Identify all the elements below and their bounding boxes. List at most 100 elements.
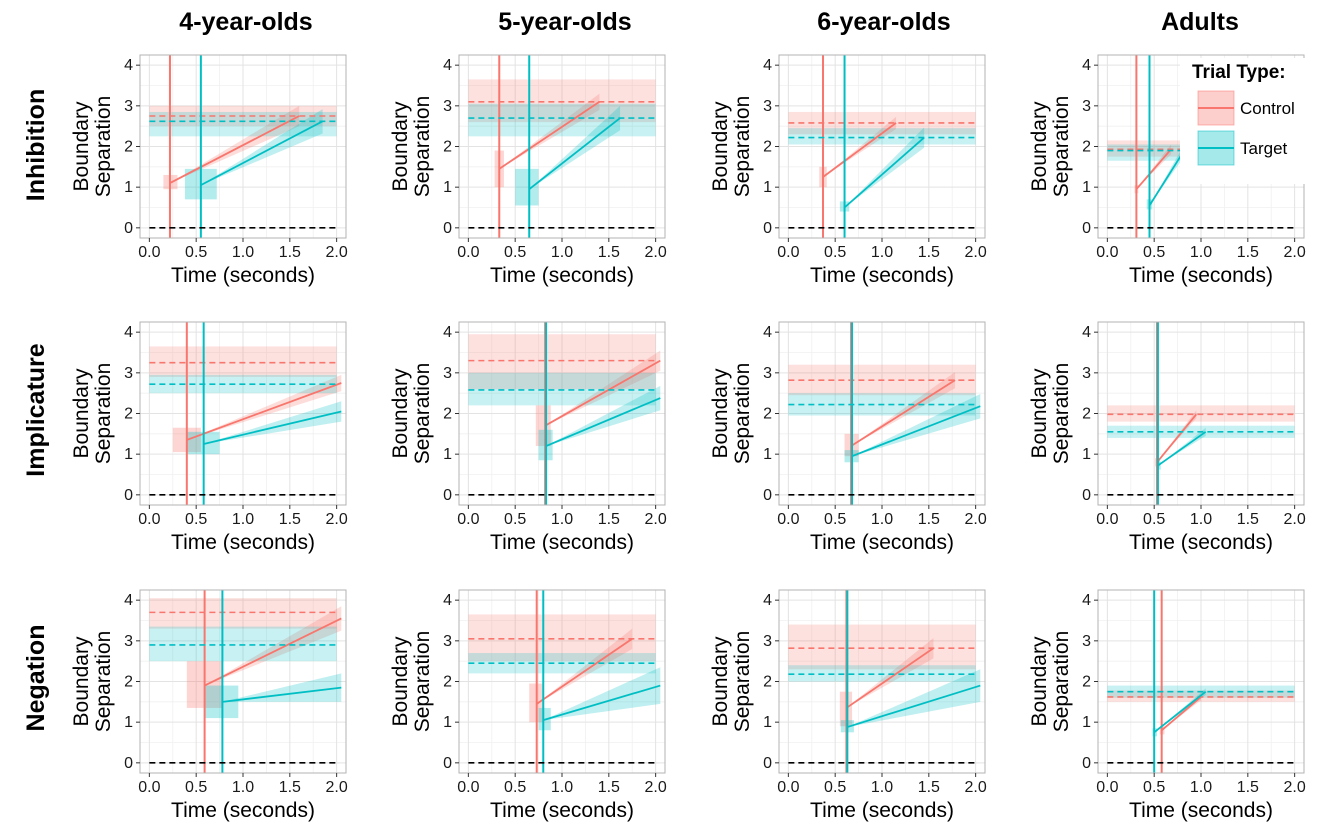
drift-line-control — [544, 359, 661, 427]
x-tick-label: 0.5 — [1143, 244, 1165, 261]
x-tick-label: 1.0 — [551, 244, 573, 261]
x-axis-title: Time (seconds) — [1129, 531, 1273, 554]
y-axis-title-line1: Boundary — [70, 368, 93, 458]
y-tick-label: 0 — [763, 220, 772, 237]
y-tick-label: 3 — [763, 98, 772, 115]
y-axis-title-line2: Separation — [731, 631, 754, 733]
x-tick-label: 2.0 — [326, 244, 348, 261]
x-tick-label: 0.0 — [1096, 779, 1118, 796]
drift-band-control — [536, 628, 633, 704]
drift-line-control — [1156, 413, 1198, 463]
drift-band-control — [846, 637, 934, 708]
row-title-implicature: Implicature — [22, 343, 50, 476]
y-tick-label: 1 — [124, 714, 133, 731]
drift-line-control — [850, 379, 956, 447]
x-tick-label: 0.0 — [457, 779, 479, 796]
x-tick-label: 0.5 — [824, 779, 846, 796]
y-tick-label: 1 — [124, 446, 133, 463]
panel-r1-c3: 0.0 0.5 1.0 1.5 2.0 0 1 2 3 4 Time (seconds) Bounda… — [1028, 321, 1306, 554]
panel-r1-c1: 0.0 0.5 1.0 1.5 2.0 0 1 2 3 4 Time (seconds) Bounda… — [389, 321, 667, 554]
y-tick-label: 3 — [763, 633, 772, 650]
y-axis-title-line2: Separation — [1050, 631, 1073, 733]
panel-r2-c1: 0.0 0.5 1.0 1.5 2.0 0 1 2 3 4 Time (seconds) Bounda… — [389, 589, 667, 822]
bound-band-control — [1107, 405, 1295, 422]
drift-line-target — [528, 117, 621, 190]
y-tick-label: 4 — [124, 592, 133, 609]
y-tick-label: 2 — [1082, 139, 1091, 156]
drift-line-control — [169, 115, 300, 184]
y-tick-label: 4 — [1082, 324, 1091, 341]
x-tick-label: 2.0 — [645, 511, 667, 528]
x-axis-title: Time (seconds) — [490, 264, 634, 287]
panel-r2-c2: 0.0 0.5 1.0 1.5 2.0 0 1 2 3 4 Time (seconds) Bounda… — [709, 589, 987, 822]
x-tick-label: 1.5 — [279, 511, 301, 528]
x-tick-label: 1.5 — [279, 244, 301, 261]
plot-area — [788, 322, 981, 505]
plot-area — [788, 55, 976, 238]
panel-r0-c1: 0.0 0.5 1.0 1.5 2.0 0 1 2 3 4 Time (seconds) Bounda… — [389, 54, 667, 287]
y-tick-label: 1 — [1082, 179, 1091, 196]
y-tick-label: 4 — [443, 592, 452, 609]
y-tick-label: 4 — [763, 324, 772, 341]
row-title-inhibition: Inhibition — [22, 89, 50, 201]
bound-band-target — [149, 626, 337, 662]
drift-line-control — [845, 647, 935, 709]
x-tick-label: 0.0 — [457, 244, 479, 261]
plot-area — [1107, 590, 1295, 773]
y-tick-label: 0 — [443, 487, 452, 504]
column-title-adults: Adults — [1161, 8, 1239, 36]
y-tick-label: 2 — [763, 139, 772, 156]
y-tick-label: 3 — [124, 365, 133, 382]
y-tick-label: 4 — [1082, 592, 1091, 609]
y-axis-title-line1: Boundary — [1028, 101, 1051, 191]
legend-title: Trial Type: — [1192, 62, 1286, 83]
drift-band-target — [200, 109, 323, 186]
y-axis-title-line1: Boundary — [389, 636, 412, 726]
y-tick-label: 1 — [443, 714, 452, 731]
legend: Trial Type: Control Target — [1180, 58, 1325, 184]
drift-line-target — [1148, 150, 1185, 206]
x-axis-title: Time (seconds) — [810, 531, 954, 554]
y-tick-label: 1 — [1082, 446, 1091, 463]
drift-band-target — [203, 401, 342, 444]
drift-line-control — [1135, 148, 1172, 190]
y-tick-label: 3 — [1082, 633, 1091, 650]
plot-area — [788, 590, 981, 773]
y-axis-title-line1: Boundary — [70, 101, 93, 191]
bound-band-target — [788, 665, 976, 682]
x-tick-label: 0.5 — [185, 779, 207, 796]
y-axis-title-line1: Boundary — [389, 101, 412, 191]
drift-line-control — [536, 638, 633, 705]
x-tick-label: 1.5 — [1237, 779, 1259, 796]
x-axis-title: Time (seconds) — [1129, 264, 1273, 287]
y-axis-title-line2: Separation — [1050, 96, 1073, 198]
x-tick-label: 2.0 — [965, 244, 987, 261]
x-tick-label: 0.5 — [824, 244, 846, 261]
panel-r1-c0: 0.0 0.5 1.0 1.5 2.0 0 1 2 3 4 Time (seconds) Bounda… — [70, 321, 348, 554]
y-tick-label: 0 — [443, 220, 452, 237]
y-tick-label: 2 — [124, 674, 133, 691]
x-tick-label: 1.0 — [871, 244, 893, 261]
drift-band-control — [823, 116, 897, 177]
y-axis-title-line2: Separation — [411, 363, 434, 465]
x-axis-title: Time (seconds) — [490, 799, 634, 822]
x-tick-label: 0.0 — [777, 511, 799, 528]
bound-band-control — [788, 624, 976, 670]
plot-area — [468, 590, 661, 773]
y-tick-label: 1 — [443, 446, 452, 463]
x-tick-label: 0.5 — [824, 511, 846, 528]
y-axis-title-line2: Separation — [731, 96, 754, 198]
drift-band-target — [852, 393, 981, 457]
drift-band-target — [844, 127, 925, 208]
x-tick-label: 2.0 — [965, 779, 987, 796]
x-tick-label: 2.0 — [645, 779, 667, 796]
x-tick-label: 1.5 — [1237, 511, 1259, 528]
panel-r2-c3: 0.0 0.5 1.0 1.5 2.0 0 1 2 3 4 Time (seconds) Bounda… — [1028, 589, 1306, 822]
drift-band-control — [186, 374, 342, 440]
x-tick-label: 2.0 — [965, 511, 987, 528]
y-axis-title-line1: Boundary — [70, 636, 93, 726]
y-tick-label: 2 — [124, 406, 133, 423]
x-tick-label: 2.0 — [1284, 511, 1306, 528]
x-tick-label: 1.5 — [598, 511, 620, 528]
plot-area — [1107, 322, 1295, 505]
